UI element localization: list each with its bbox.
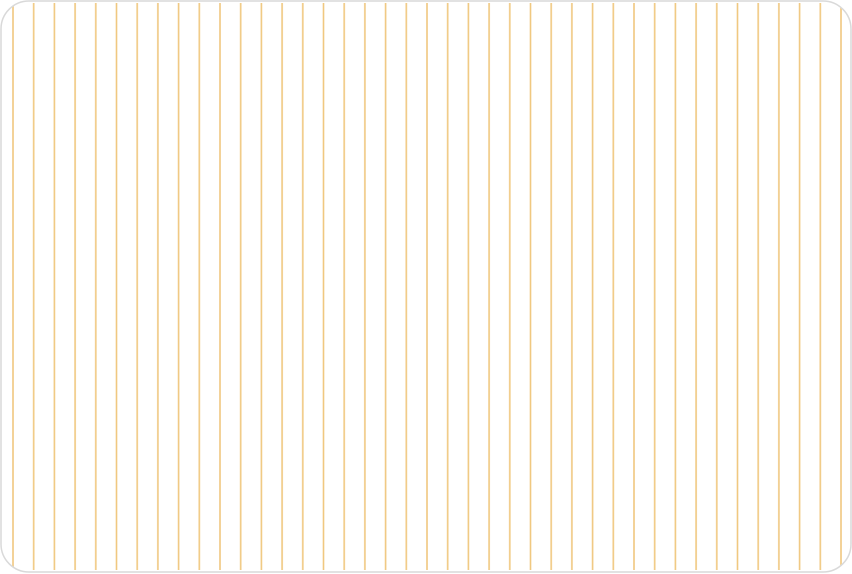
- vertical-stripes: [1, 3, 851, 570]
